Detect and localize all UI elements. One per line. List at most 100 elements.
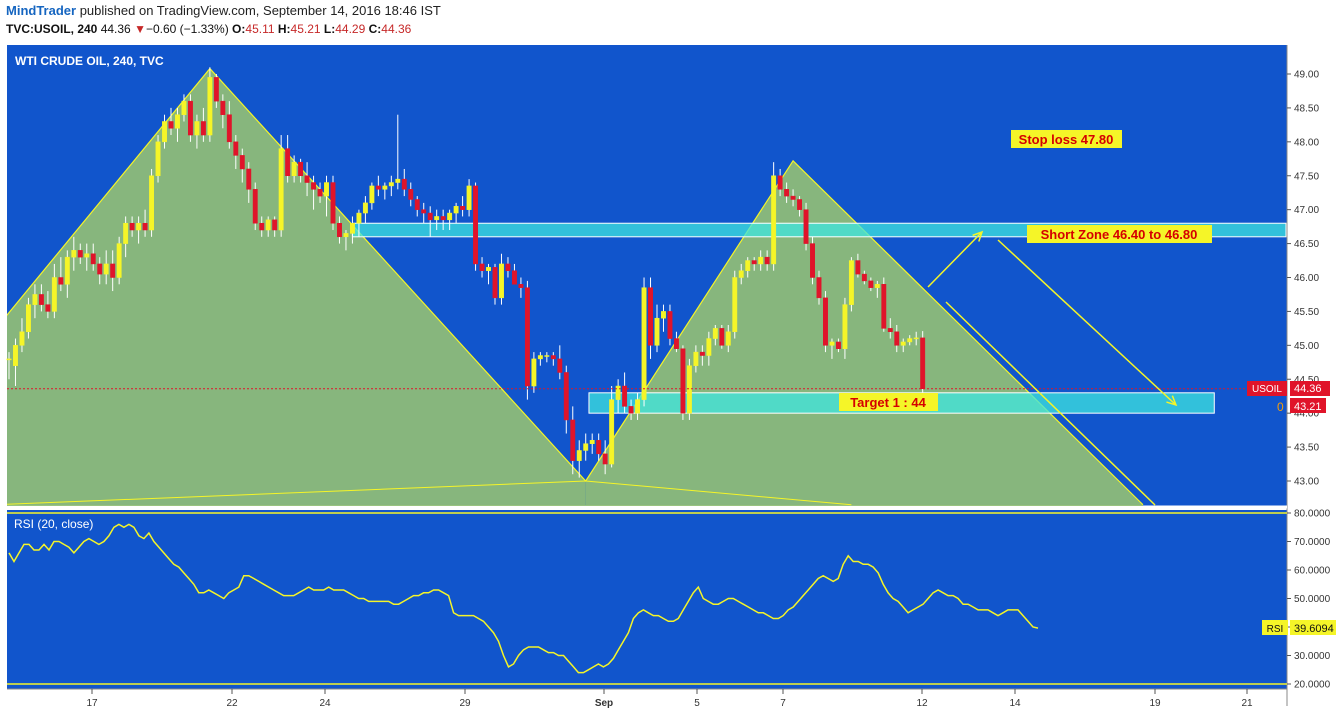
candle-body (349, 222, 355, 234)
candle-body (129, 222, 135, 231)
rsi-tick-label: 60.0000 (1294, 566, 1331, 577)
candle-body (887, 328, 893, 333)
last-price-value: 44.36 (1294, 383, 1322, 395)
candle-body (51, 277, 57, 312)
price-tick-label: 49.00 (1294, 70, 1319, 81)
candle-body (375, 185, 381, 190)
candle-body (239, 155, 245, 170)
candle-body (194, 121, 200, 136)
candle-body (317, 189, 323, 197)
candle-body (894, 331, 900, 346)
time-tick-label: 19 (1149, 698, 1161, 709)
price-tick-label: 43.00 (1294, 477, 1319, 488)
symbol-label: TVC:USOIL, 240 (6, 22, 98, 36)
price-tick-label: 47.00 (1294, 205, 1319, 216)
candle-body (434, 216, 440, 221)
candle-body (447, 212, 453, 221)
open-value: 45.11 (245, 22, 275, 36)
candle-body (667, 311, 673, 339)
candle-body (466, 185, 472, 210)
rsi-tick-label: 50.0000 (1294, 594, 1331, 605)
price-tick-label: 44.50 (1294, 375, 1319, 386)
candle-body (842, 304, 848, 349)
last-price: 44.36 (100, 22, 131, 36)
time-tick-label: 12 (916, 698, 928, 709)
candle-body (395, 178, 401, 183)
candle-body (369, 185, 375, 204)
close-value: 44.36 (381, 22, 412, 36)
candle-body (343, 233, 349, 238)
candle-body (71, 250, 77, 258)
price-axis-background[interactable] (1287, 45, 1344, 706)
candle-body (861, 273, 867, 282)
candle-body (855, 260, 861, 275)
candle-body (304, 175, 310, 183)
candle-body (816, 277, 822, 299)
candle-body (874, 284, 880, 288)
candle-body (285, 148, 291, 177)
target-annotation[interactable]: Target 1 : 44 (839, 393, 938, 411)
candle-body (920, 337, 926, 389)
rsi-pane-background[interactable] (7, 510, 1287, 689)
candle-body (641, 287, 647, 400)
candle-body (175, 114, 180, 129)
stop-loss-annotation[interactable]: Stop loss 47.80 (1011, 130, 1122, 148)
candle-body (511, 270, 517, 285)
candle-body (576, 450, 582, 461)
pattern-base-right (585, 480, 852, 506)
candle-body (738, 270, 744, 278)
candle-body (479, 263, 485, 271)
candle-body (90, 253, 96, 265)
time-tick-label: 29 (459, 698, 471, 709)
candle-body (38, 294, 44, 305)
target-price-value: 43.21 (1294, 401, 1322, 413)
rsi-line (8, 523, 1039, 674)
low-value: 44.29 (335, 22, 366, 36)
candle-body (881, 284, 887, 329)
candle-body (784, 189, 790, 197)
candle-body (693, 351, 699, 366)
candle-body (913, 337, 919, 340)
author-name[interactable]: MindTrader (6, 3, 77, 18)
candle-body (622, 385, 628, 407)
price-tick-label: 45.50 (1294, 307, 1319, 318)
candle-body (6, 358, 12, 361)
target-price-tag: 0 43.21 (1277, 398, 1326, 414)
candle-body (200, 121, 206, 136)
candle-body (220, 100, 226, 115)
candle-body (602, 453, 608, 465)
arrow-down-target-head (1166, 395, 1178, 407)
candle-body (686, 365, 692, 414)
candle-body (84, 253, 90, 258)
candle-body (537, 355, 543, 360)
arrow-up (927, 231, 983, 288)
candle-body (699, 351, 705, 356)
change-value: −0.60 (−1.33%) (145, 22, 229, 36)
rsi-value-symbol: RSI (1267, 624, 1284, 635)
trend-line-down (945, 301, 1156, 506)
rsi-value: 39.6094 (1294, 623, 1334, 635)
candle-body (615, 385, 621, 400)
candle-body (298, 161, 304, 177)
candle-body (388, 182, 394, 187)
short-zone-annotation[interactable]: Short Zone 46.40 to 46.80 (1027, 225, 1212, 243)
candle-body (771, 175, 777, 265)
candle-body (848, 260, 854, 305)
candle-body (168, 121, 174, 129)
time-tick-label: 21 (1241, 698, 1253, 709)
candle-body (635, 399, 641, 414)
candle-body (654, 317, 660, 346)
candle-body (596, 440, 602, 455)
candle-body (810, 243, 815, 278)
time-tick-label: 22 (226, 698, 238, 709)
short-zone-label: Short Zone 46.40 to 46.80 (1041, 227, 1198, 242)
trend-arrows (927, 230, 1178, 506)
time-axis: 17 22 24 29 Sep 5 7 12 14 19 21 (86, 689, 1253, 709)
price-tick-label: 43.50 (1294, 443, 1319, 454)
candle-body (550, 355, 556, 360)
candle-body (751, 260, 757, 265)
pattern-base-left (7, 480, 586, 505)
candle-body (803, 209, 809, 244)
candle-body (136, 222, 142, 231)
